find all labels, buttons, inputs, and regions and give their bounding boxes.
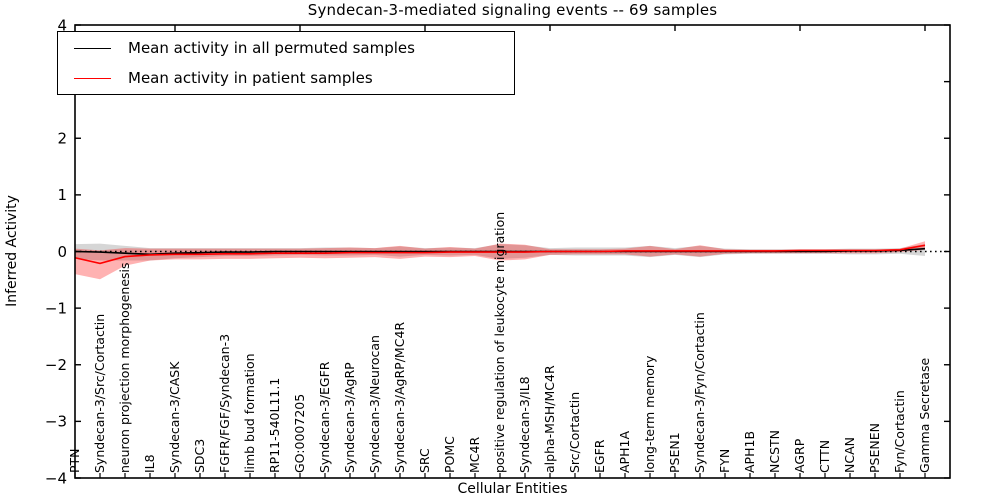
- x-axis-label: Cellular Entities: [457, 481, 568, 497]
- y-tick-label: −1: [45, 299, 67, 317]
- y-tick-label: −3: [45, 413, 67, 431]
- y-tick-label: 0: [57, 243, 67, 261]
- x-tick-label: Src/Cortactin: [567, 392, 582, 473]
- x-tick-label: PSENEN: [867, 423, 882, 473]
- legend-item-permuted: Mean activity in all permuted samples: [58, 34, 514, 62]
- x-tick-label: IL8: [142, 454, 157, 473]
- x-tick-label: Syndecan-3/Src/Cortactin: [92, 314, 107, 473]
- x-tick-label: MC4R: [467, 437, 482, 473]
- x-tick-label: Gamma Secretase: [917, 358, 932, 473]
- x-tick-label: Syndecan-3/CASK: [167, 361, 182, 473]
- y-tick-label: 4: [57, 16, 67, 34]
- x-tick-label: APH1B: [742, 431, 757, 473]
- x-tick-label: PSEN1: [667, 432, 682, 473]
- x-tick-label: NCSTN: [767, 430, 782, 473]
- x-tick-label: RP11-540L11.1: [267, 378, 282, 473]
- x-tick-label: CTTN: [817, 440, 832, 473]
- y-tick-label: −4: [45, 469, 67, 487]
- chart-title: Syndecan-3-mediated signaling events -- …: [307, 1, 718, 19]
- x-tick-label: limb bud formation: [242, 353, 257, 473]
- y-tick-label: 1: [57, 186, 67, 204]
- legend: Mean activity in all permuted samples Me…: [57, 31, 515, 95]
- y-axis-label: Inferred Activity: [4, 195, 20, 307]
- x-tick-label: Syndecan-3/Neurocan: [367, 335, 382, 473]
- legend-item-patient: Mean activity in patient samples: [58, 64, 514, 92]
- x-tick-label: SRC: [417, 448, 432, 473]
- x-tick-label: POMC: [442, 436, 457, 473]
- x-tick-label: FYN: [717, 449, 732, 473]
- x-tick-label: PTN: [67, 448, 82, 473]
- x-tick-label: long-term memory: [642, 355, 657, 473]
- x-tick-label: AGRP: [792, 438, 807, 473]
- x-tick-label: Syndecan-3/IL8: [517, 376, 532, 473]
- legend-label: Mean activity in all permuted samples: [128, 39, 415, 57]
- x-tick-label: positive regulation of leukocyte migrati…: [492, 212, 507, 473]
- permuted-line-swatch: [74, 47, 111, 49]
- x-tick-label: NCAN: [842, 437, 857, 473]
- x-tick-label: FGFR/FGF/Syndecan-3: [217, 334, 232, 473]
- patient-line-swatch: [74, 77, 111, 79]
- x-tick-label: GO:0007205: [292, 394, 307, 473]
- x-tick-label: Syndecan-3/Fyn/Cortactin: [692, 312, 707, 473]
- x-tick-label: neuron projection morphogenesis: [117, 262, 132, 473]
- legend-label: Mean activity in patient samples: [128, 69, 373, 87]
- x-tick-label: Syndecan-3/EGFR: [317, 361, 332, 473]
- patient-mean-line: [74, 244, 926, 265]
- x-tick-label: SDC3: [192, 439, 207, 473]
- y-tick-label: 2: [57, 130, 67, 148]
- x-tick-label: APH1A: [617, 431, 632, 473]
- x-tick-label: alpha-MSH/MC4R: [542, 365, 557, 473]
- x-tick-label: Syndecan-3/AgRP/MC4R: [392, 322, 407, 473]
- x-tick-label: Fyn/Cortactin: [892, 390, 907, 473]
- x-tick-label: EGFR: [592, 439, 607, 473]
- x-tick-label: Syndecan-3/AgRP: [342, 362, 357, 473]
- y-tick-label: −2: [45, 356, 67, 374]
